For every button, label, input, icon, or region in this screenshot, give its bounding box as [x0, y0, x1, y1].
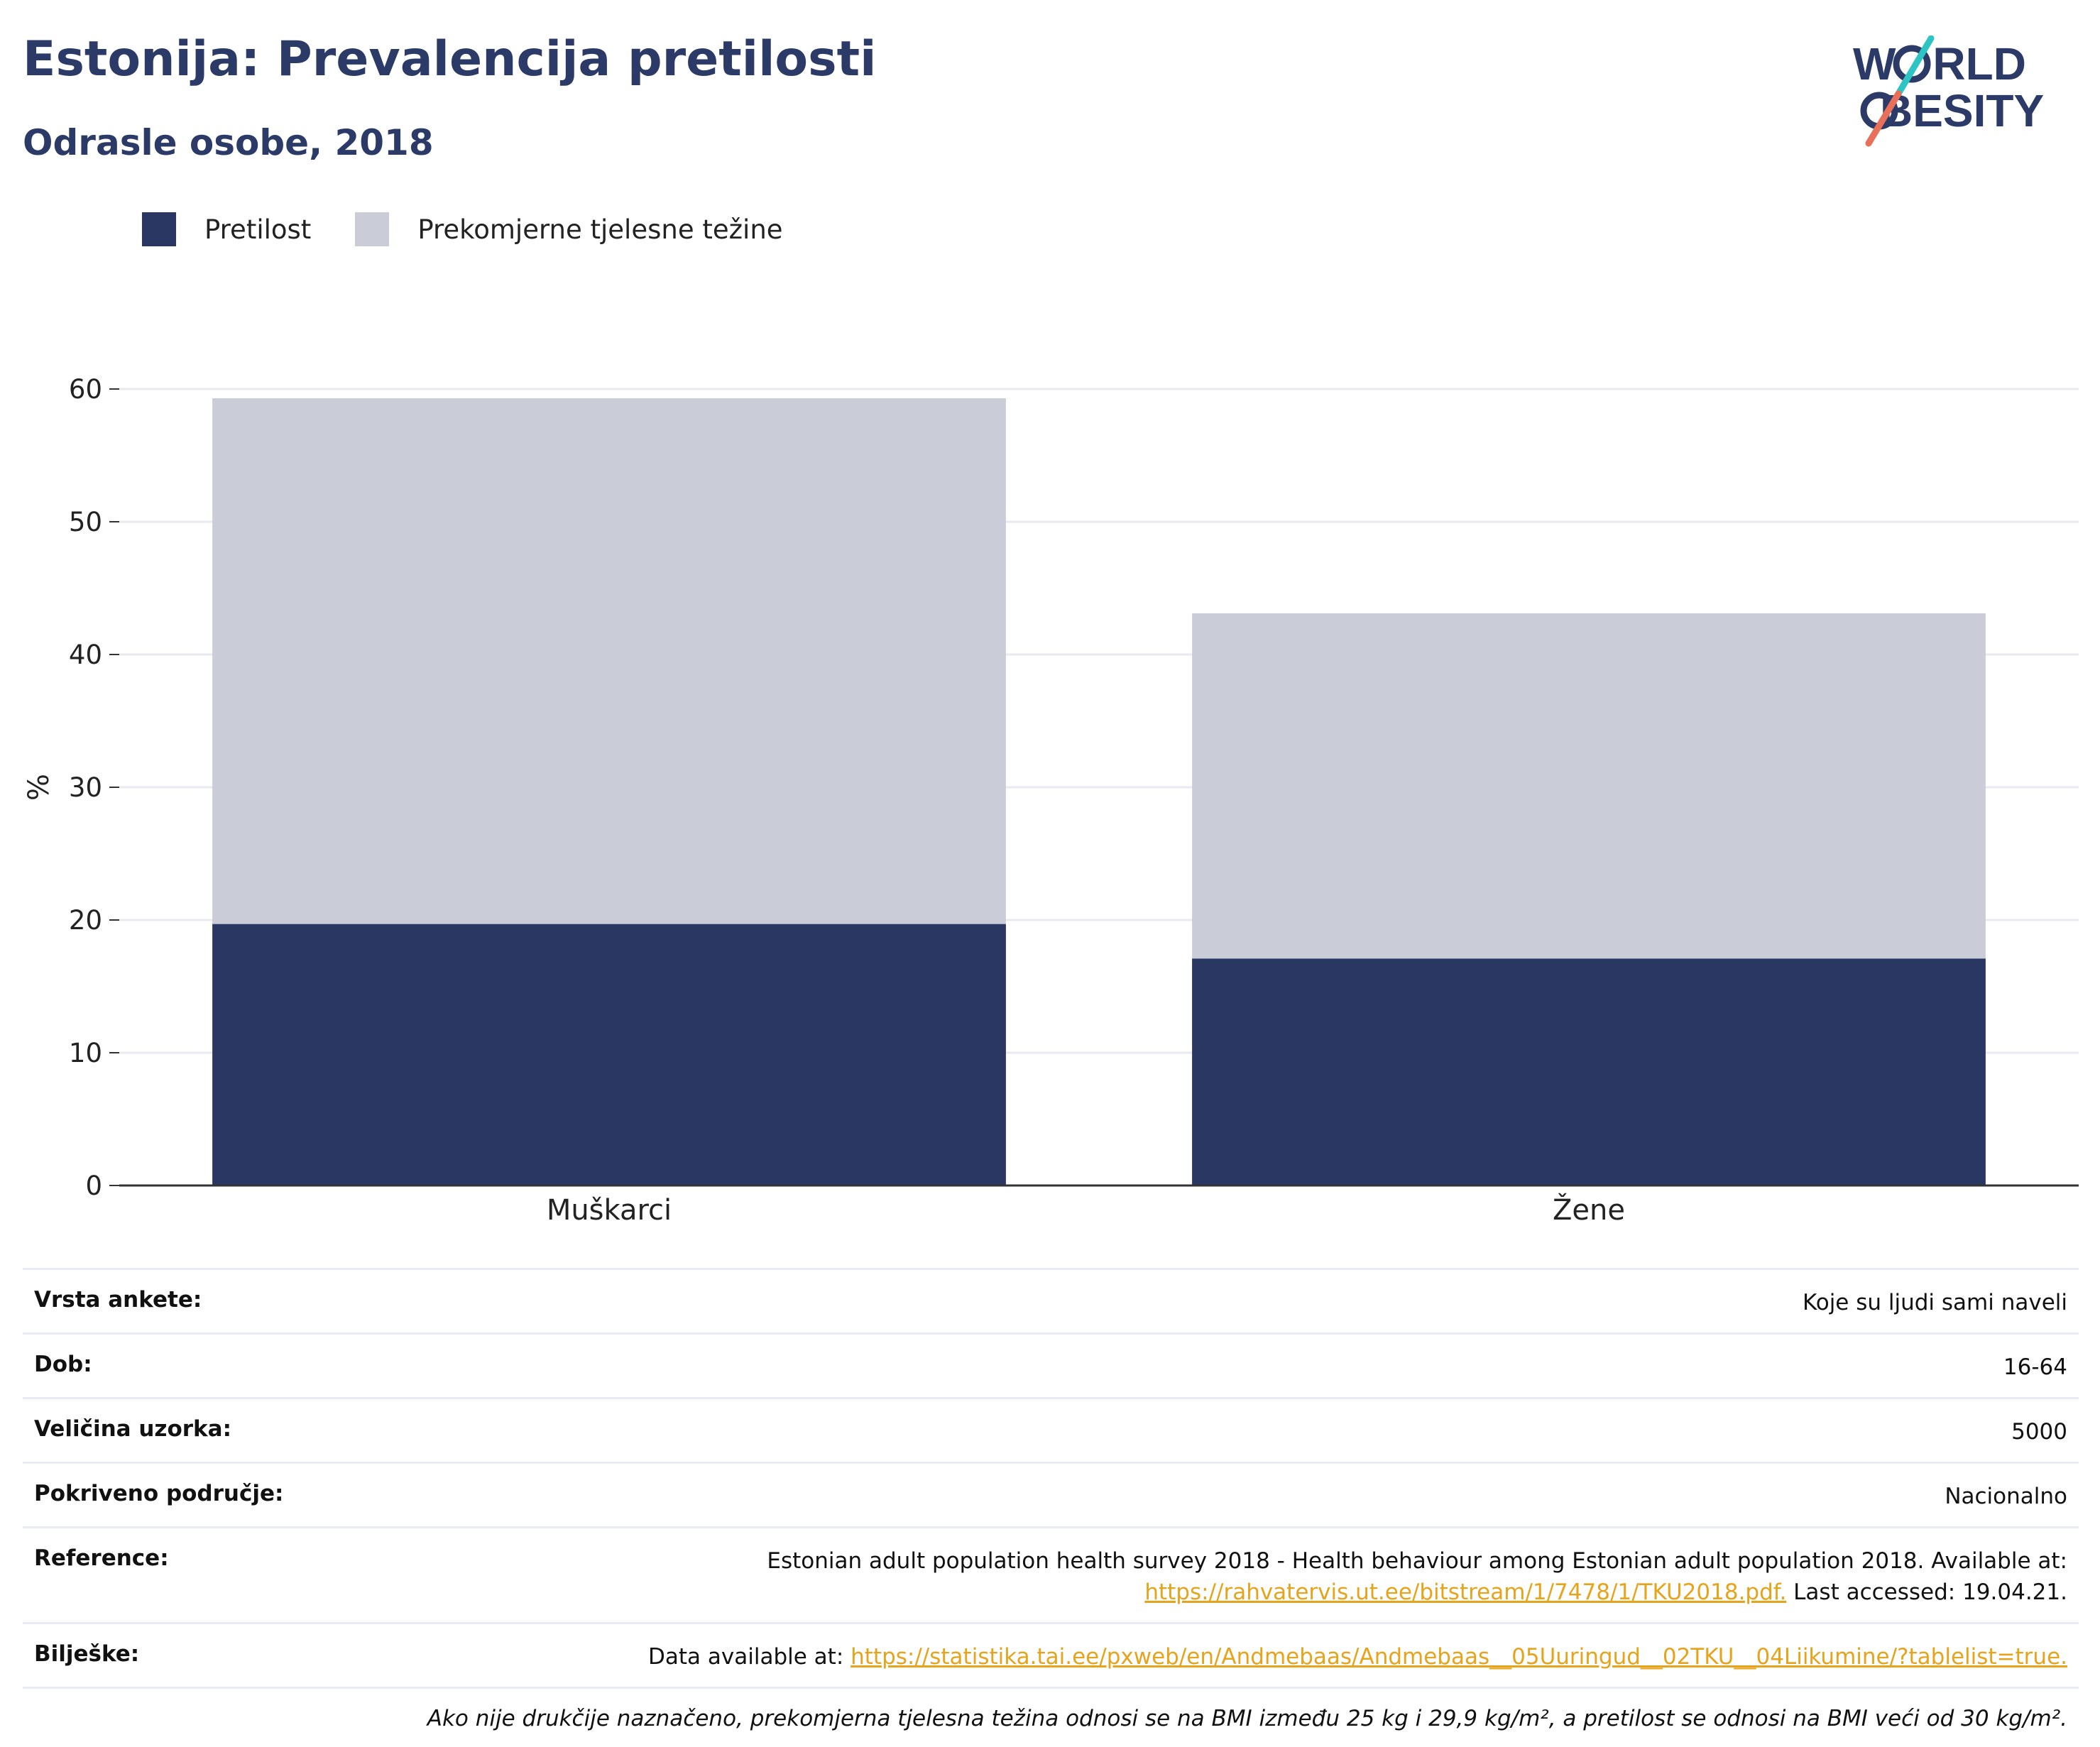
info-value: Nacionalno: [1945, 1484, 2067, 1509]
legend: Pretilost Prekomjerne tjelesne težine: [142, 212, 827, 247]
y-tick-label: 30: [69, 772, 102, 803]
info-label: Vrsta ankete:: [34, 1287, 202, 1313]
logo-line1-suffix: RLD: [1932, 38, 2026, 89]
bar-segment: [212, 398, 1006, 924]
info-label: Veličina uzorka:: [34, 1416, 231, 1442]
notes-link[interactable]: https://statistika.tai.ee/pxweb/en/Andme…: [851, 1644, 2067, 1670]
info-value: 5000: [2011, 1419, 2067, 1445]
info-label: Dob:: [34, 1352, 92, 1377]
legend-item[interactable]: Pretilost: [142, 212, 311, 246]
reference-label: Reference:: [34, 1545, 169, 1571]
legend-swatch: [142, 212, 176, 246]
info-row: Dob: 16-64: [23, 1332, 2079, 1397]
info-row: Veličina uzorka: 5000: [23, 1397, 2079, 1462]
info-label: Pokriveno područje:: [34, 1481, 284, 1506]
y-tick-label: 10: [69, 1038, 102, 1068]
info-table: Vrsta ankete: Koje su ljudi sami naveli …: [23, 1268, 2079, 1747]
y-tick-label: 0: [85, 1171, 102, 1201]
world-obesity-logo: W RLD BESITY: [1853, 35, 2044, 147]
notes-row: Bilješke: Data available at: https://sta…: [23, 1622, 2079, 1687]
x-tick-label: Žene: [1553, 1193, 1625, 1227]
y-axis-label: %: [23, 774, 55, 801]
svg-text:BESITY: BESITY: [1880, 85, 2044, 136]
info-row: Pokriveno područje: Nacionalno: [23, 1462, 2079, 1526]
footnote: Ako nije drukčije naznačeno, prekomjerna…: [23, 1687, 2079, 1747]
y-tick-label: 20: [69, 905, 102, 936]
logo-line2-suffix: BESITY: [1880, 85, 2044, 136]
legend-label: Pretilost: [204, 214, 312, 245]
notes-value: Data available at: https://statistika.ta…: [648, 1641, 2067, 1672]
notes-prefix: Data available at:: [648, 1644, 851, 1670]
reference-value: Estonian adult population health survey …: [767, 1545, 2067, 1608]
stacked-bar-chart: 0 10 20 30 40 50 60% Muškarci Žene: [23, 374, 2079, 1227]
y-tick-label: 60: [69, 374, 102, 405]
info-value: Koje su ljudi sami naveli: [1802, 1290, 2067, 1315]
reference-text: Estonian adult population health survey …: [767, 1548, 2067, 1574]
legend-swatch: [355, 212, 390, 246]
info-row: Vrsta ankete: Koje su ljudi sami naveli: [23, 1268, 2079, 1332]
y-tick-label: 50: [69, 507, 102, 537]
legend-label: Prekomjerne tjelesne težine: [417, 214, 783, 245]
bar-segment: [1192, 613, 1986, 959]
reference-row: Reference: Estonian adult population hea…: [23, 1526, 2079, 1622]
notes-label: Bilješke:: [34, 1641, 140, 1667]
chart-title: Estonija: Prevalencija pretilosti: [23, 31, 877, 87]
logo-line1-prefix: W: [1853, 38, 1896, 89]
reference-link[interactable]: https://rahvatervis.ut.ee/bitstream/1/74…: [1144, 1579, 1787, 1605]
y-tick-label: 40: [69, 640, 102, 670]
reference-accessed: Last accessed: 19.04.21.: [1786, 1579, 2067, 1605]
legend-item[interactable]: Prekomjerne tjelesne težine: [355, 212, 783, 246]
bar-segment: [212, 924, 1006, 1185]
chart-subtitle: Odrasle osobe, 2018: [23, 122, 434, 163]
x-tick-label: Muškarci: [547, 1194, 672, 1227]
bar-segment: [1192, 958, 1986, 1185]
info-value: 16-64: [2003, 1354, 2067, 1380]
